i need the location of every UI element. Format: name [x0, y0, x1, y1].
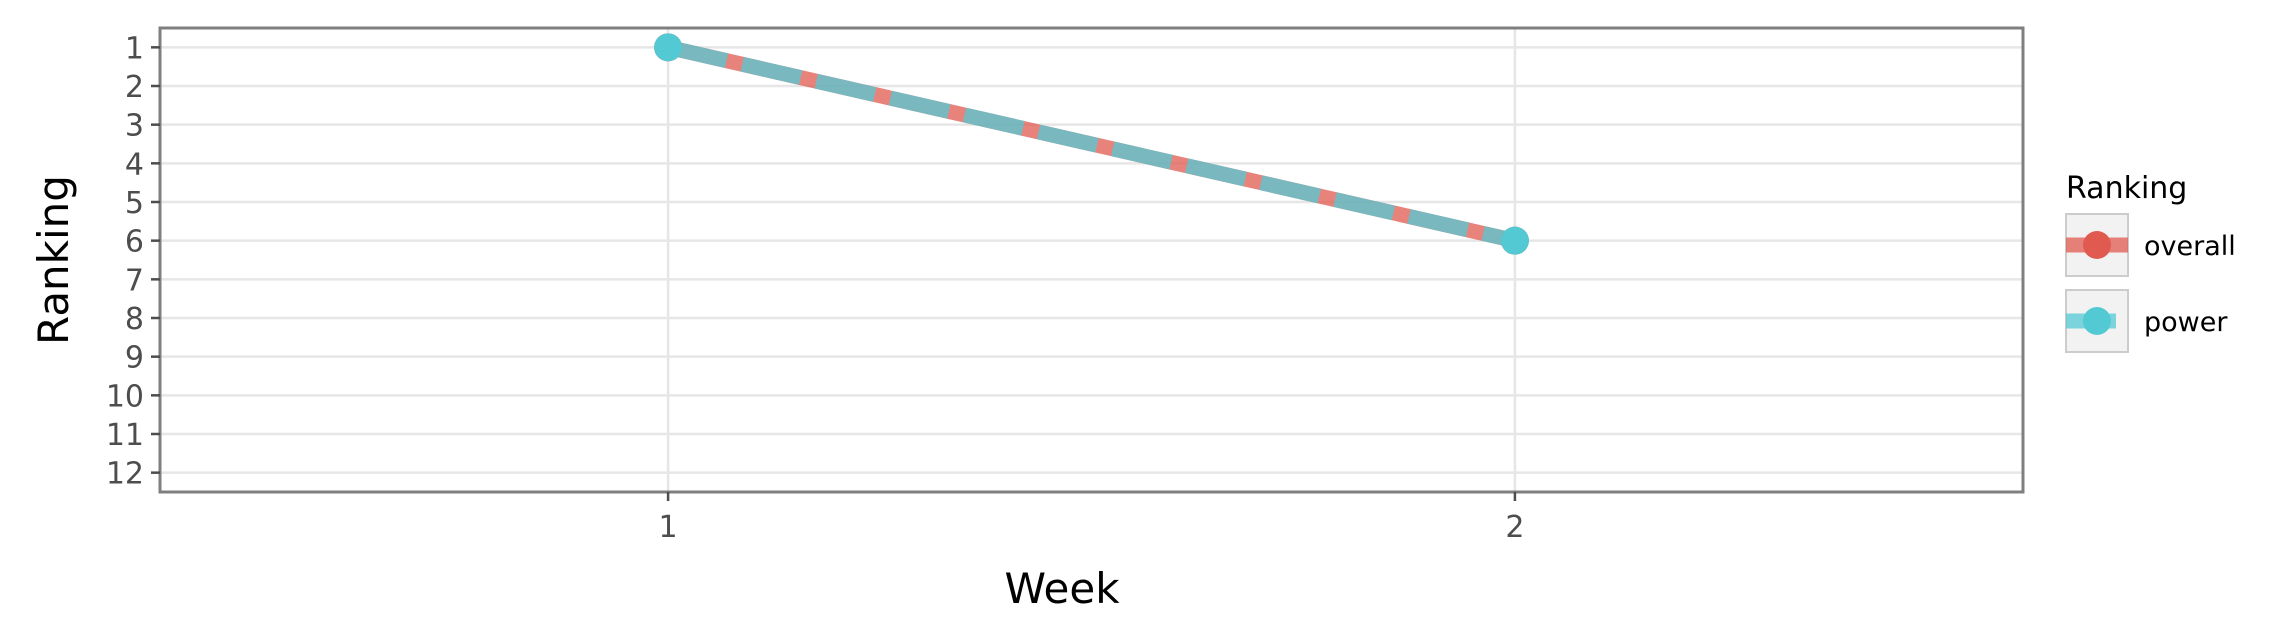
y-tick-label: 6 — [125, 225, 144, 260]
x-tick-label: 1 — [659, 510, 678, 545]
legend-label-power: power — [2144, 307, 2228, 338]
y-tick-label: 2 — [125, 70, 144, 105]
y-tick-label: 11 — [106, 418, 144, 453]
series-point-power — [1500, 226, 1529, 255]
y-tick-label: 7 — [125, 263, 144, 298]
legend-label-overall: overall — [2144, 231, 2236, 262]
y-tick-label: 4 — [125, 147, 144, 182]
legend: Ranking overall power — [2065, 171, 2236, 353]
y-tick-label: 8 — [125, 302, 144, 337]
y-tick-label: 12 — [106, 457, 144, 492]
panel-border — [158, 26, 2025, 494]
x-axis-title: Week — [1004, 564, 1120, 613]
y-tick-label: 10 — [106, 379, 144, 414]
y-tick-label: 3 — [125, 109, 144, 144]
series-line-power — [666, 40, 1517, 248]
y-tick-label: 9 — [125, 341, 144, 376]
series-layer — [654, 33, 1529, 255]
legend-title: Ranking — [2066, 171, 2187, 206]
legend-point-power — [2083, 307, 2111, 335]
panel-background — [160, 28, 2023, 492]
y-tick-label: 1 — [125, 31, 144, 66]
series-point-power — [654, 33, 683, 62]
x-tick-label: 2 — [1505, 510, 1524, 545]
legend-point-overall — [2083, 231, 2111, 259]
grid — [160, 28, 2023, 492]
y-axis-title: Ranking — [29, 175, 78, 345]
y-tick-label: 5 — [125, 186, 144, 221]
